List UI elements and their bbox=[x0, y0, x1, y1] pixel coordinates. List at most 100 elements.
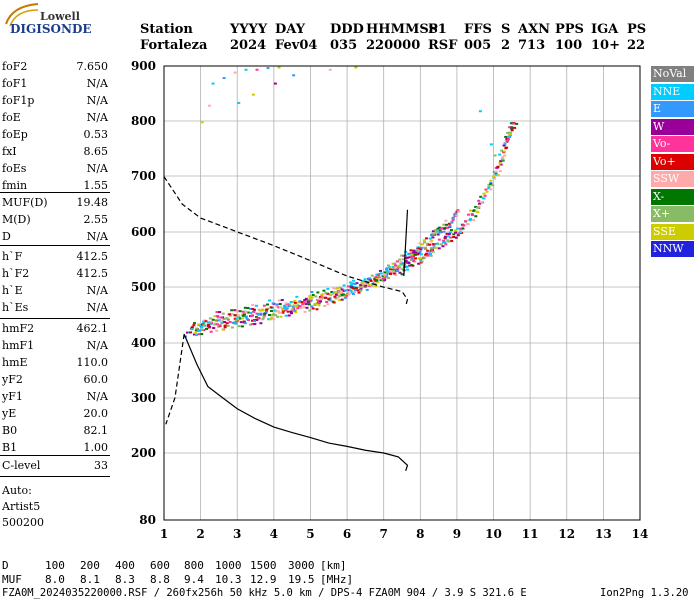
echo-point bbox=[349, 289, 353, 292]
echo-point bbox=[308, 294, 312, 297]
echo-point bbox=[328, 299, 332, 302]
echo-point bbox=[197, 333, 201, 336]
echo-point bbox=[443, 227, 447, 230]
param-fof1p: foF1p N/A bbox=[2, 94, 108, 107]
echo-point bbox=[352, 293, 356, 296]
echo-point bbox=[193, 332, 197, 335]
param-hes: h`Es N/A bbox=[2, 301, 108, 314]
plot-area bbox=[163, 65, 641, 521]
echo-point bbox=[386, 264, 390, 267]
echo-point bbox=[214, 323, 218, 326]
echo-point bbox=[345, 292, 349, 295]
y-tick-label: 800 bbox=[131, 114, 156, 128]
echo-point bbox=[349, 286, 353, 289]
echo-point bbox=[214, 320, 218, 323]
echo-point bbox=[448, 224, 452, 227]
echo-point bbox=[269, 318, 273, 321]
echo-point bbox=[370, 274, 374, 277]
echo-point bbox=[318, 295, 322, 298]
echo-point bbox=[410, 252, 414, 255]
echo-point bbox=[406, 256, 410, 259]
echo-point bbox=[412, 249, 416, 252]
echo-point bbox=[369, 279, 373, 282]
echo-point bbox=[296, 304, 300, 307]
echo-point bbox=[253, 323, 257, 326]
echo-point bbox=[233, 317, 237, 320]
echo-point bbox=[418, 242, 422, 245]
echo-point bbox=[392, 269, 396, 272]
echo-point bbox=[502, 144, 506, 147]
echo-point bbox=[304, 297, 308, 300]
echo-point bbox=[293, 299, 297, 302]
header-label-ddd: DDD bbox=[330, 22, 364, 37]
echo-point bbox=[454, 229, 458, 232]
header-label-ps: PS bbox=[627, 22, 647, 37]
echo-point bbox=[213, 315, 217, 318]
echo-point bbox=[505, 146, 509, 149]
echo-point bbox=[472, 219, 476, 222]
echo-point bbox=[308, 300, 312, 303]
echo-point bbox=[389, 266, 393, 269]
echo-point bbox=[301, 303, 305, 306]
echo-point bbox=[483, 194, 487, 197]
echo-point bbox=[428, 243, 432, 246]
echo-point bbox=[215, 329, 219, 332]
header-label-pps: PPS bbox=[555, 22, 584, 37]
echo-point bbox=[244, 316, 248, 319]
echo-point bbox=[292, 301, 296, 304]
echo-point bbox=[479, 201, 483, 204]
echo-point bbox=[389, 270, 393, 273]
echo-point bbox=[393, 264, 397, 267]
echo-point bbox=[474, 215, 478, 218]
echo-point bbox=[216, 323, 220, 326]
echo-point bbox=[347, 285, 351, 288]
echo-point bbox=[456, 232, 460, 235]
echo-point bbox=[424, 247, 428, 250]
echo-point bbox=[489, 188, 493, 191]
echo-point bbox=[370, 284, 374, 287]
echo-point bbox=[419, 258, 423, 261]
echo-point bbox=[399, 260, 403, 263]
echo-point bbox=[451, 216, 455, 219]
echo-point bbox=[475, 210, 479, 213]
echo-point bbox=[251, 323, 255, 326]
footer-d-value: 600 bbox=[150, 559, 170, 572]
echo-point bbox=[439, 231, 443, 234]
echo-point bbox=[487, 187, 491, 190]
echo-point bbox=[398, 258, 402, 261]
echo-point bbox=[302, 301, 306, 304]
footer-muf-value: 8.3 bbox=[115, 573, 135, 586]
echo-point bbox=[211, 82, 215, 85]
echo-point bbox=[215, 311, 219, 314]
echo-point bbox=[219, 316, 223, 319]
echo-point bbox=[368, 278, 372, 281]
echo-point bbox=[364, 284, 368, 287]
separator bbox=[0, 245, 110, 246]
echo-point bbox=[494, 170, 498, 173]
echo-point bbox=[356, 289, 360, 292]
param-hmf1: hmF1 N/A bbox=[2, 339, 108, 352]
x-tick-label: 11 bbox=[522, 527, 539, 541]
echo-point bbox=[290, 308, 294, 311]
echo-point bbox=[311, 307, 315, 310]
echo-point bbox=[394, 265, 398, 268]
echo-point bbox=[268, 314, 272, 317]
echo-point bbox=[383, 271, 387, 274]
echo-point bbox=[222, 318, 226, 321]
echo-point bbox=[228, 320, 232, 323]
echo-point bbox=[506, 138, 510, 141]
echo-point bbox=[272, 312, 276, 315]
echo-point bbox=[426, 243, 430, 246]
echo-point bbox=[307, 303, 311, 306]
echo-point bbox=[273, 82, 277, 85]
echo-point bbox=[515, 122, 519, 125]
echo-point bbox=[261, 318, 265, 321]
header-label-ffs: FFS bbox=[464, 22, 492, 37]
echo-point bbox=[202, 319, 206, 322]
echo-point bbox=[244, 315, 248, 318]
echo-point bbox=[417, 247, 421, 250]
echo-point bbox=[201, 328, 205, 331]
echo-point bbox=[309, 297, 313, 300]
echo-point bbox=[206, 324, 210, 327]
echo-point bbox=[489, 143, 493, 146]
